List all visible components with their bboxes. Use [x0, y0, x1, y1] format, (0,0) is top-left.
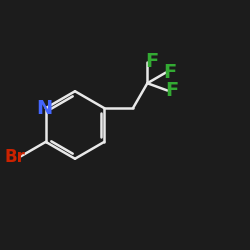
- Text: F: F: [165, 81, 178, 100]
- Text: Br: Br: [4, 148, 25, 166]
- Text: F: F: [164, 63, 177, 82]
- Text: N: N: [36, 98, 53, 118]
- Text: F: F: [145, 52, 158, 72]
